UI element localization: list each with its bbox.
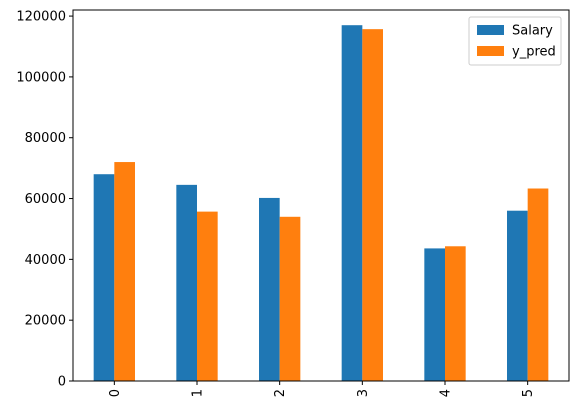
legend-swatch-salary (477, 25, 504, 35)
legend-label-salary: Salary (512, 24, 553, 39)
y-tick-label: 60000 (25, 192, 66, 207)
y-tick-label: 100000 (16, 70, 66, 85)
bar-y-pred-5 (527, 188, 549, 381)
bars-group (93, 25, 549, 381)
x-tick-label: 1 (191, 389, 206, 397)
legend-swatch-y-pred (477, 46, 504, 56)
x-tick-label: 4 (439, 389, 454, 397)
bar-salary-2 (259, 197, 280, 381)
bar-y-pred-2 (279, 216, 301, 381)
x-tick-label: 5 (521, 389, 536, 397)
x-tick-label: 0 (108, 389, 123, 397)
x-tick-label: 3 (356, 389, 371, 397)
plot-area (73, 10, 569, 381)
bar-y-pred-3 (362, 29, 383, 381)
bar-y-pred-1 (197, 211, 218, 381)
bar-y-pred-0 (114, 162, 135, 381)
y-tick-label: 20000 (25, 314, 66, 329)
y-tick-label: 0 (58, 375, 66, 390)
bar-salary-1 (176, 184, 197, 381)
bar-salary-0 (93, 174, 115, 381)
bar-y-pred-4 (445, 246, 466, 381)
legend-label-y-pred: y_pred (512, 45, 556, 60)
bar-salary-3 (341, 25, 363, 381)
x-tick-label: 2 (273, 389, 288, 397)
y-tick-label: 120000 (16, 10, 66, 25)
axes-group: 0 20000 40000 60000 80000 100000 120000 0 1 2 3 4 5 (16, 9, 570, 397)
y-tick-label: 40000 (25, 253, 66, 268)
y-tick-label: 80000 (25, 131, 66, 146)
bar-salary-4 (424, 248, 445, 381)
legend: Salary y_pred (468, 16, 562, 66)
bar-salary-5 (507, 210, 528, 381)
axes-frame (72, 9, 570, 382)
